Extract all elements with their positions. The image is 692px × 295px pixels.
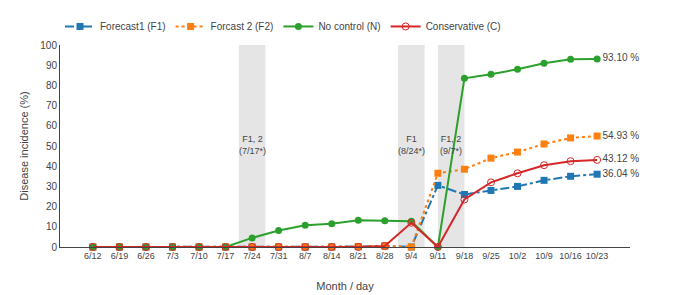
svg-text:80: 80 <box>46 80 58 91</box>
svg-text:93.10 %: 93.10 % <box>602 52 639 63</box>
svg-text:7/17: 7/17 <box>217 251 235 261</box>
svg-text:43.12 %: 43.12 % <box>602 153 639 164</box>
svg-text:F1, 2(7/17*): F1, 2(7/17*) <box>239 134 266 156</box>
svg-text:60: 60 <box>46 120 58 131</box>
svg-text:10/16: 10/16 <box>559 251 582 261</box>
svg-text:70: 70 <box>46 100 58 111</box>
svg-text:6/26: 6/26 <box>137 251 155 261</box>
svg-text:8/28: 8/28 <box>376 251 394 261</box>
svg-text:6/12: 6/12 <box>84 251 102 261</box>
svg-text:40: 40 <box>46 161 58 172</box>
svg-text:90: 90 <box>46 60 58 71</box>
svg-text:Forcast 2 (F2): Forcast 2 (F2) <box>211 21 274 32</box>
svg-text:7/31: 7/31 <box>270 251 288 261</box>
svg-text:0: 0 <box>51 242 57 253</box>
svg-text:10/23: 10/23 <box>586 251 609 261</box>
svg-text:Disease incidence (%): Disease incidence (%) <box>18 91 30 200</box>
svg-text:7/3: 7/3 <box>166 251 179 261</box>
svg-text:8/14: 8/14 <box>323 251 341 261</box>
svg-text:30: 30 <box>46 181 58 192</box>
svg-text:No control (N): No control (N) <box>318 21 380 32</box>
svg-text:7/24: 7/24 <box>243 251 261 261</box>
svg-text:54.93 %: 54.93 % <box>602 130 639 141</box>
svg-text:10/9: 10/9 <box>535 251 553 261</box>
svg-text:9/18: 9/18 <box>456 251 474 261</box>
svg-text:Month / day: Month / day <box>316 280 374 292</box>
svg-text:8/7: 8/7 <box>299 251 312 261</box>
svg-text:36.04 %: 36.04 % <box>602 168 639 179</box>
svg-text:100: 100 <box>40 40 57 51</box>
svg-text:50: 50 <box>46 141 58 152</box>
svg-text:10/2: 10/2 <box>509 251 527 261</box>
svg-text:F1(8/24*): F1(8/24*) <box>398 134 425 156</box>
svg-text:Forecast1 (F1): Forecast1 (F1) <box>100 21 166 32</box>
svg-text:9/25: 9/25 <box>482 251 500 261</box>
svg-text:Conservative (C): Conservative (C) <box>426 21 501 32</box>
svg-text:F1, 2(9/7*): F1, 2(9/7*) <box>440 134 462 156</box>
svg-text:8/21: 8/21 <box>350 251 368 261</box>
svg-text:20: 20 <box>46 201 58 212</box>
svg-text:9/4: 9/4 <box>405 251 418 261</box>
svg-text:6/19: 6/19 <box>111 251 129 261</box>
svg-text:9/11: 9/11 <box>429 251 446 261</box>
svg-text:10: 10 <box>46 221 58 232</box>
svg-text:7/10: 7/10 <box>190 251 208 261</box>
